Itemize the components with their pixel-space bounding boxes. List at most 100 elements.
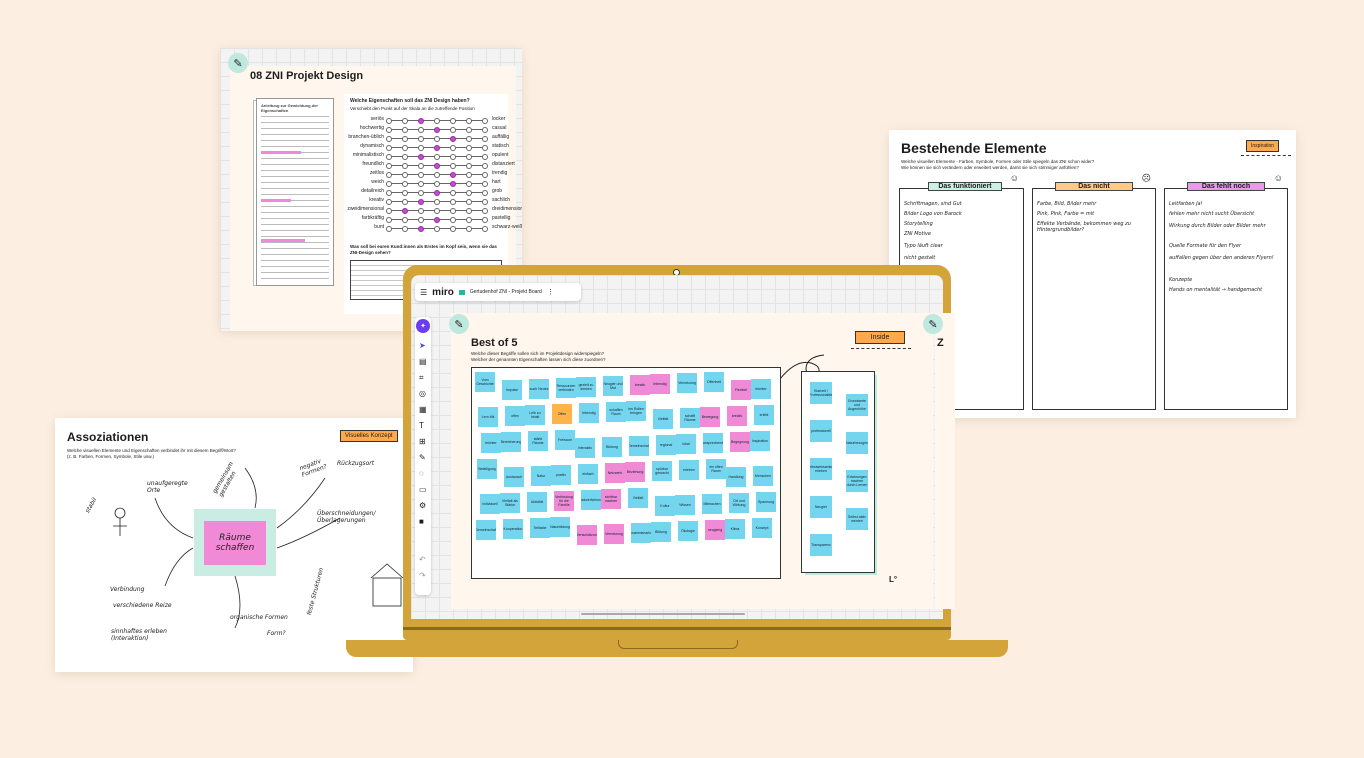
scale-marker[interactable] [450,136,456,142]
scale-dot[interactable] [434,172,440,178]
sticky-note[interactable]: ein offen Raum [706,459,726,479]
miro-logo[interactable]: miro [432,286,454,298]
sticky-note[interactable]: Impulse [502,380,522,400]
inside-sticky-note[interactable]: Grundwerte und Augenhöhe [846,394,868,416]
scale-marker[interactable] [434,127,440,133]
sticky-note[interactable]: auch Neues [529,379,549,399]
scale-dot[interactable] [482,199,488,205]
scale-dot[interactable] [450,163,456,169]
cursor-icon[interactable]: ➤ [419,341,426,350]
scale-dot[interactable] [386,127,392,133]
sticky-note[interactable]: Teilhabe [530,518,550,538]
sticky-note[interactable]: Vielfalt [653,409,673,429]
scale-dot[interactable] [450,226,456,232]
scale-dot[interactable] [450,217,456,223]
sticky-note[interactable]: lebendig [650,374,670,394]
scale-dot[interactable] [386,217,392,223]
sticky-note[interactable]: einfach [578,464,598,484]
scale-dot[interactable] [466,136,472,142]
scale-dot[interactable] [386,154,392,160]
scale-marker[interactable] [434,163,440,169]
sticky-note[interactable]: Offen [552,404,572,424]
card-icon[interactable]: ▦ [419,405,427,414]
scale-dot[interactable] [482,145,488,151]
scale-dot[interactable] [418,163,424,169]
inside-sticky-note[interactable]: Erfahrungen machen durch Lernen [846,470,868,492]
scale-dot[interactable] [402,136,408,142]
sticky-note[interactable]: Begegnung [730,432,750,452]
sticky-note[interactable]: Vielfalt [628,488,648,508]
template-icon[interactable]: ⊞ [419,437,426,446]
sticky-note[interactable]: Naturbildung [550,517,570,537]
inside-sticky-note[interactable]: professionell [810,420,832,442]
scale-dot[interactable] [386,118,392,124]
sticky-note[interactable]: Freiraum [555,430,575,450]
scale-dot[interactable] [386,226,392,232]
scale-dot[interactable] [418,217,424,223]
scale-dot[interactable] [482,181,488,187]
sticky-note[interactable]: Vielfalt als Stärke [500,493,520,513]
scale-dot[interactable] [482,118,488,124]
scale-dot[interactable] [418,145,424,151]
sticky-note[interactable]: Gemeinschaft [629,436,649,456]
scale-dot[interactable] [450,127,456,133]
scale-dot[interactable] [450,118,456,124]
scale-dot[interactable] [386,208,392,214]
sticky-note[interactable]: Netzwerk [605,463,625,483]
scale-dot[interactable] [466,199,472,205]
frame-icon[interactable]: ⌗ [419,373,424,382]
scale-dot[interactable] [418,181,424,187]
sticky-note[interactable]: sichtbar machen [601,489,621,509]
inside-sticky-note[interactable]: Transparenz [810,534,832,556]
sticky-note[interactable]: Bewegung [700,407,720,427]
scale-dot[interactable] [466,145,472,151]
sticky-note[interactable]: Bildung [602,437,622,457]
scale-dot[interactable] [434,208,440,214]
sticky-note[interactable]: Lern Mit [478,407,498,427]
scale-dot[interactable] [402,163,408,169]
scale-dot[interactable] [386,190,392,196]
sticky-note[interactable]: schaffen Raum [606,402,626,422]
sticky-note[interactable]: Beziehung [625,462,645,482]
redo-icon[interactable]: ↷ [419,571,426,580]
sticky-note[interactable]: Natur [531,466,551,486]
board-name[interactable]: Gertudenhof ZNI - Projekt Board [469,289,542,295]
scale-dot[interactable] [418,208,424,214]
scale-dot[interactable] [386,136,392,142]
sticky-note[interactable]: Inspiration [750,431,770,451]
text-icon[interactable]: T [419,421,424,430]
scale-dot[interactable] [466,208,472,214]
sticky-note[interactable]: regional [656,435,676,455]
sticky-note[interactable]: Vernetzung [677,373,697,393]
scale-dot[interactable] [386,172,392,178]
scale-dot[interactable] [482,172,488,178]
sticky-note[interactable]: Menschen [753,466,773,486]
sticky-note[interactable]: Ökologie [678,521,698,541]
scale-dot[interactable] [466,118,472,124]
sticky-note[interactable]: Ressourcen verbinden [556,378,576,398]
scale-dot[interactable] [466,181,472,187]
sticky-note[interactable]: erleben [679,460,699,480]
sticky-note[interactable]: Wissen [675,495,695,515]
scale-dot[interactable] [402,118,408,124]
scale-marker[interactable] [434,217,440,223]
scale-dot[interactable] [402,217,408,223]
scale-marker[interactable] [402,208,408,214]
scale-dot[interactable] [386,163,392,169]
scale-dot[interactable] [466,127,472,133]
sticky-note[interactable]: Beteiligung [477,459,497,479]
scale-marker[interactable] [418,118,424,124]
sticky-note[interactable]: ansprechend [703,433,723,453]
horizontal-scrollbar[interactable] [581,613,745,615]
sticky-note[interactable]: Ort und Wirkung [729,493,749,513]
inside-sticky-note[interactable]: Selbst aktiv werden [846,508,868,530]
sticky-note[interactable]: interaktiv [575,438,595,458]
sticky-note[interactable]: Vernetzung [604,524,624,544]
sticky-note[interactable]: Zusammenarbeit [631,523,651,543]
sticky-note[interactable]: Mitmachen [702,494,722,514]
apps-icon[interactable]: ⚙ [419,501,427,510]
scale-marker[interactable] [418,226,424,232]
scale-marker[interactable] [450,172,456,178]
scale-dot[interactable] [402,127,408,133]
chat-icon[interactable]: ▭ [419,485,427,494]
